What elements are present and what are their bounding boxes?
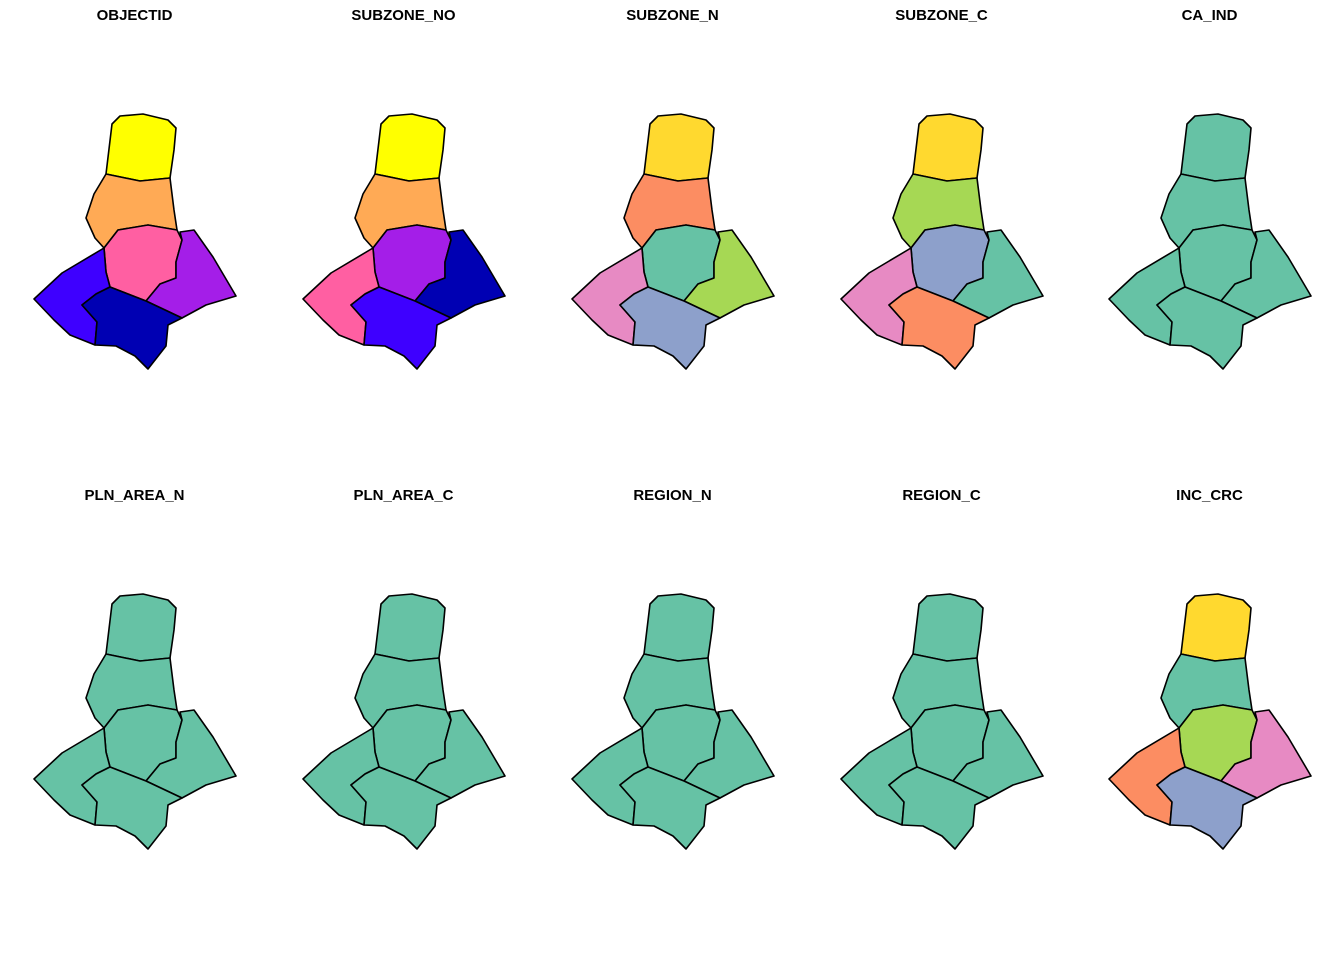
- map-panel: REGION_N: [538, 480, 807, 960]
- subzone-map: [1108, 593, 1312, 850]
- panel-title: INC_CRC: [1176, 487, 1243, 504]
- zone-east: [683, 229, 775, 319]
- zone-south: [619, 286, 721, 370]
- zone-north: [912, 593, 984, 662]
- subzone-map: [571, 593, 775, 850]
- panel-title: SUBZONE_N: [626, 7, 719, 24]
- map-panel: SUBZONE_NO: [269, 0, 538, 480]
- map-panel: CA_IND: [1075, 0, 1344, 480]
- map-panel: PLN_AREA_C: [269, 480, 538, 960]
- zone-east: [1220, 709, 1312, 799]
- subzone-map: [302, 113, 506, 370]
- panel-title: CA_IND: [1181, 7, 1238, 24]
- zone-south: [350, 766, 452, 850]
- zone-south: [81, 286, 183, 370]
- zone-north: [1180, 593, 1252, 662]
- zone-east: [952, 229, 1044, 319]
- zone-east: [414, 229, 506, 319]
- map-panel: OBJECTID: [0, 0, 269, 480]
- panel-title: PLN_AREA_C: [353, 487, 454, 504]
- panel-title: SUBZONE_C: [895, 7, 988, 24]
- subzone-map: [840, 593, 1044, 850]
- panel-title: SUBZONE_NO: [351, 7, 456, 24]
- panel-title: REGION_C: [902, 487, 981, 504]
- map-panel: SUBZONE_N: [538, 0, 807, 480]
- zone-south: [1156, 766, 1258, 850]
- map-panel: PLN_AREA_N: [0, 480, 269, 960]
- zone-south: [619, 766, 721, 850]
- panel-title: PLN_AREA_N: [84, 487, 185, 504]
- zone-east: [683, 709, 775, 799]
- zone-north: [105, 593, 177, 662]
- zone-east: [414, 709, 506, 799]
- zone-east: [1220, 229, 1312, 319]
- zone-north: [105, 113, 177, 182]
- zone-south: [888, 286, 990, 370]
- subzone-map: [571, 113, 775, 370]
- subzone-map: [1108, 113, 1312, 370]
- subzone-map: [33, 113, 237, 370]
- subzone-map: [33, 593, 237, 850]
- zone-north: [912, 113, 984, 182]
- zone-south: [81, 766, 183, 850]
- panel-title: OBJECTID: [96, 7, 173, 24]
- subzone-map: [302, 593, 506, 850]
- zone-north: [374, 113, 446, 182]
- zone-south: [350, 286, 452, 370]
- subzone-map: [840, 113, 1044, 370]
- zone-east: [952, 709, 1044, 799]
- zone-north: [374, 593, 446, 662]
- zone-east: [145, 709, 237, 799]
- map-panel: SUBZONE_C: [807, 0, 1076, 480]
- zone-north: [1180, 113, 1252, 182]
- panel-title: REGION_N: [633, 487, 712, 504]
- zone-south: [888, 766, 990, 850]
- map-panel: INC_CRC: [1075, 480, 1344, 960]
- map-panel: REGION_C: [807, 480, 1076, 960]
- zone-east: [145, 229, 237, 319]
- zone-north: [643, 593, 715, 662]
- zone-north: [643, 113, 715, 182]
- zone-south: [1156, 286, 1258, 370]
